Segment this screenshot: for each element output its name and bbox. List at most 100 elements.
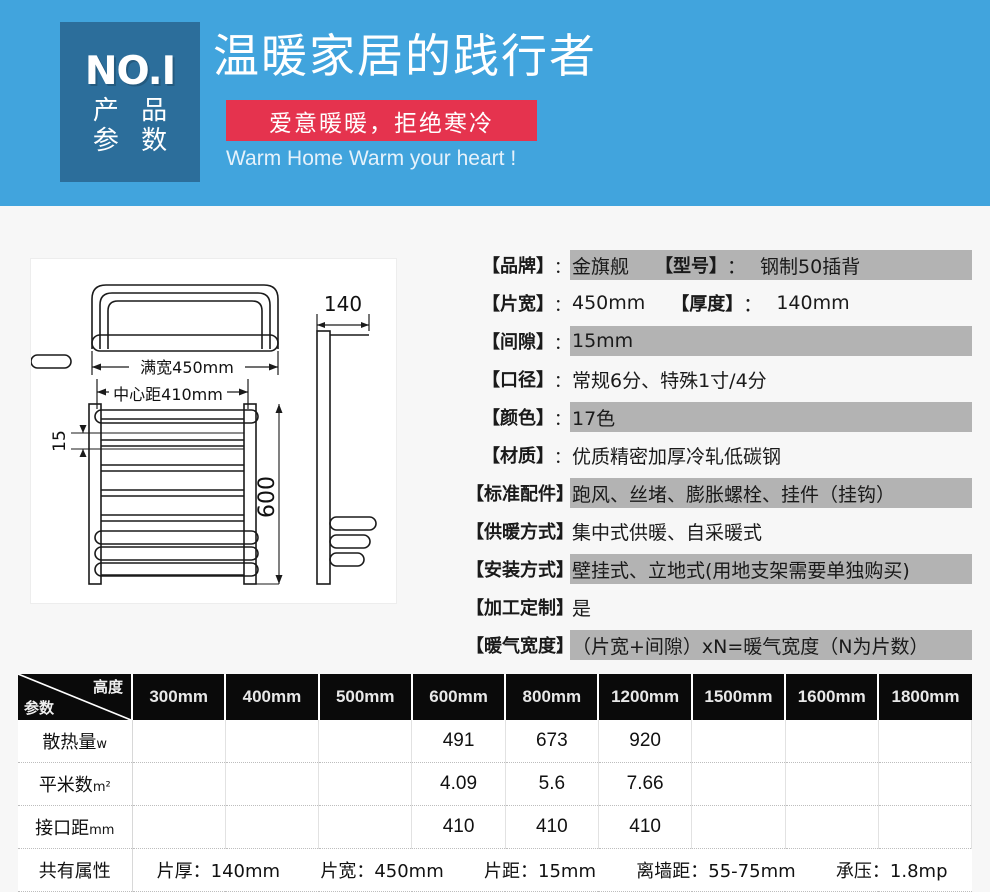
spec-value-heating-mode: 集中式供暖、自采暖式 bbox=[572, 521, 763, 544]
cell-r1-c7 bbox=[785, 762, 879, 806]
spec-value-width: 450mm 【厚度】： 140mm bbox=[570, 288, 972, 318]
cell-r2-c6 bbox=[691, 805, 786, 849]
cell-r1-c2 bbox=[318, 762, 413, 806]
spec-row-width: 【片宽】 ： 450mm 【厚度】： 140mm bbox=[466, 284, 972, 322]
spec-label-model: 【型号】 bbox=[655, 256, 728, 277]
row-label-text: 散热量 bbox=[42, 732, 97, 753]
common-item-wall-distance: 离墙距：55-75mm bbox=[636, 861, 796, 882]
row-label-text: 平米数 bbox=[38, 775, 93, 796]
technical-drawing-panel: 满宽450mm 中心距410mm bbox=[30, 258, 397, 604]
header-banner: NO.I 产 品 参 数 温暖家居的践行者 爱意暖暖，拒绝寒冷 Warm Hom… bbox=[0, 0, 990, 206]
cell-r2-c7 bbox=[785, 805, 879, 849]
spec-colon-material: ： bbox=[554, 447, 571, 468]
spec-label-brand: 【品牌】 bbox=[482, 256, 554, 277]
row-label-unit: mm bbox=[89, 823, 115, 838]
spec-colon-caliber: ： bbox=[554, 371, 571, 392]
table-corner-height-label: 高度 bbox=[92, 678, 123, 696]
spec-label-radiator-width: 【暖气宽度】 bbox=[466, 636, 574, 657]
cell-r1-c1 bbox=[225, 762, 320, 806]
table-col-header-0: 300mm bbox=[130, 674, 226, 720]
badge-no1-text: NO.I bbox=[84, 49, 176, 95]
table-corner-parameter-label: 参数 bbox=[24, 699, 55, 717]
parameter-table-wrapper: 高度 参数 300mm 400mm 500mm 600mm 800mm 1200… bbox=[18, 674, 973, 892]
cell-r0-c3: 491 bbox=[411, 720, 506, 763]
english-subline: Warm Home Warm your heart ! bbox=[226, 147, 517, 170]
table-col-header-7: 1600mm bbox=[784, 674, 879, 720]
spec-value-gap: 15mm bbox=[570, 326, 972, 356]
spec-value-radiator-width: （片宽+间隙）xN=暖气宽度（N为片数） bbox=[570, 630, 972, 660]
spec-label-thickness: 【厚度】 bbox=[671, 294, 744, 315]
cell-r0-c8 bbox=[878, 720, 973, 763]
table-col-header-4: 800mm bbox=[504, 674, 599, 720]
cell-r2-c1 bbox=[225, 805, 320, 849]
cell-r0-c2 bbox=[318, 720, 413, 763]
spec-value-material: 优质精密加厚冷轧低碳钢 bbox=[572, 445, 782, 468]
headline-title: 温暖家居的践行者 bbox=[213, 29, 597, 83]
spec-value-model: 钢制50插背 bbox=[760, 255, 861, 278]
table-row-label-square-meters: 平米数m² bbox=[18, 762, 133, 806]
spec-row-gap: 【间隙】 ： 15mm bbox=[466, 322, 972, 360]
spec-value-accessories: 跑风、丝堵、膨胀螺栓、挂件（挂钩） bbox=[570, 478, 972, 508]
spec-colon-gap: ： bbox=[554, 333, 571, 354]
spec-value-brand-text: 金旗舰 bbox=[572, 255, 630, 278]
cell-r2-c5: 410 bbox=[598, 805, 693, 849]
table-col-header-3: 600mm bbox=[410, 674, 506, 720]
spec-label-heating-mode: 【供暖方式】 bbox=[466, 522, 574, 543]
spec-label-width: 【片宽】 bbox=[482, 294, 554, 315]
common-item-pitch: 片距：15mm bbox=[484, 861, 597, 882]
table-col-header-8: 1800mm bbox=[877, 674, 972, 720]
cell-r0-c5: 920 bbox=[598, 720, 693, 763]
cell-r2-c2 bbox=[318, 805, 413, 849]
spec-row-material: 【材质】 ： 优质精密加厚冷轧低碳钢 bbox=[466, 436, 972, 474]
cell-r1-c3: 4.09 bbox=[411, 762, 506, 806]
spec-colon-accessories: ： bbox=[554, 485, 571, 506]
table-header-row: 高度 参数 300mm 400mm 500mm 600mm 800mm 1200… bbox=[18, 674, 972, 720]
dimension-label-height: 600 bbox=[255, 476, 280, 518]
spec-row-caliber: 【口径】 ： 常规6分、特殊1寸/4分 bbox=[466, 360, 972, 398]
spec-label-material: 【材质】 bbox=[482, 446, 554, 467]
spec-row-customization: 【加工定制】 ： 是 bbox=[466, 588, 972, 626]
table-corner-header: 高度 参数 bbox=[18, 674, 132, 720]
spec-value-installation: 壁挂式、立地式(用地支架需要单独购买) bbox=[570, 554, 972, 584]
common-item-pressure: 承压：1.8mp bbox=[835, 861, 948, 882]
spec-label-gap: 【间隙】 bbox=[482, 332, 554, 353]
cell-r0-c4: 673 bbox=[505, 720, 599, 763]
specification-list: 【品牌】 ： 金旗舰 【型号】：钢制50插背 【片宽】 ： 450mm 【厚度】： 1… bbox=[466, 246, 972, 664]
table-row: 散热量w 491 673 920 bbox=[18, 720, 973, 763]
dimension-label-gap: 15 bbox=[50, 430, 70, 452]
spec-colon-installation: ： bbox=[554, 561, 571, 582]
dimension-label-full-width: 满宽450mm bbox=[140, 358, 234, 377]
spec-label-color: 【颜色】 bbox=[482, 408, 554, 429]
table-col-header-1: 400mm bbox=[224, 674, 319, 720]
common-attributes-cell: 片厚：140mm 片宽：450mm 片距：15mm 离墙距：55-75mm 承压… bbox=[132, 848, 972, 892]
table-row: 接口距mm 410 410 410 bbox=[18, 805, 973, 849]
red-slogan-text: 爱意暖暖，拒绝寒冷 bbox=[269, 110, 494, 137]
cell-r2-c0 bbox=[132, 805, 226, 849]
spec-colon-heating-mode: ： bbox=[554, 523, 571, 544]
spec-row-installation: 【安装方式】 ： 壁挂式、立地式(用地支架需要单独购买) bbox=[466, 550, 972, 588]
red-slogan-banner: 爱意暖暖，拒绝寒冷 bbox=[226, 100, 537, 141]
badge-line-parameter: 参 数 bbox=[92, 125, 175, 156]
table-row-label-heat-output: 散热量w bbox=[18, 720, 133, 763]
cell-r2-c3: 410 bbox=[411, 805, 506, 849]
spec-value-color: 17色 bbox=[570, 402, 972, 432]
row-label-unit: m² bbox=[92, 780, 111, 795]
spec-label-caliber: 【口径】 bbox=[482, 370, 554, 391]
no1-product-parameter-badge: NO.I 产 品 参 数 bbox=[60, 22, 200, 182]
spec-colon-brand: ： bbox=[554, 257, 571, 278]
table-col-header-6: 1500mm bbox=[690, 674, 786, 720]
row-label-text: 接口距 bbox=[35, 818, 90, 839]
spec-value-brand: 金旗舰 【型号】： 钢制50插背 bbox=[570, 250, 972, 280]
table-row-label-common: 共有属性 bbox=[18, 848, 133, 892]
parameter-table: 高度 参数 300mm 400mm 500mm 600mm 800mm 1200… bbox=[18, 674, 973, 892]
table-col-header-5: 1200mm bbox=[597, 674, 692, 720]
spec-row-radiator-width: 【暖气宽度】 ： （片宽+间隙）xN=暖气宽度（N为片数） bbox=[466, 626, 972, 664]
spec-colon-thickness: ： bbox=[743, 293, 763, 316]
spec-value-customization: 是 bbox=[572, 597, 592, 620]
radiator-technical-drawing: 满宽450mm 中心距410mm bbox=[31, 284, 377, 585]
cell-r1-c8 bbox=[878, 762, 973, 806]
spec-value-width-text: 450mm bbox=[572, 292, 646, 314]
table-row-common-attributes: 共有属性 片厚：140mm 片宽：450mm 片距：15mm 离墙距：55-75… bbox=[18, 848, 972, 892]
table-row: 平米数m² 4.09 5.6 7.66 bbox=[18, 762, 973, 806]
spec-row-color: 【颜色】 ： 17色 bbox=[466, 398, 972, 436]
